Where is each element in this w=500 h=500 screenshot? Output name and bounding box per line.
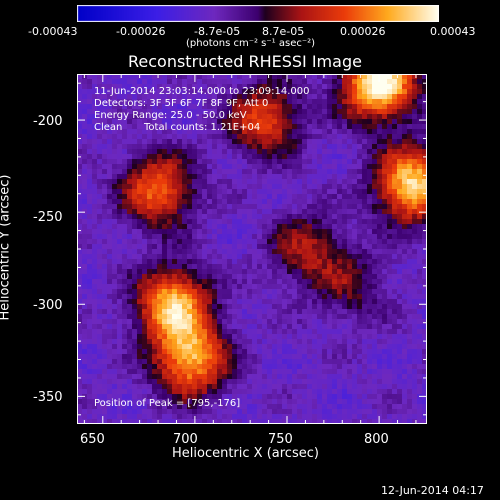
annotation-time-range: 11-Jun-2014 23:03:14.000 to 23:09:14.000 xyxy=(94,86,310,97)
colorbar-units-label: (photons cm⁻² s⁻¹ asec⁻²) xyxy=(186,38,316,49)
colorbar-tick-label: -0.00026 xyxy=(116,25,166,38)
colorbar xyxy=(77,5,439,22)
y-tick-label: -200 xyxy=(33,114,63,129)
colorbar-tick-label: 0.00026 xyxy=(340,25,386,38)
x-tick-label: 800 xyxy=(364,432,389,447)
colorbar-tick-label: -8.7e-05 xyxy=(194,25,241,38)
y-tick-label: -300 xyxy=(33,298,63,313)
y-tick-label: -250 xyxy=(33,210,63,225)
x-axis-label: Heliocentric X (arcsec) xyxy=(172,446,319,461)
y-axis-label: Heliocentric Y (arcsec) xyxy=(0,174,13,321)
annotation-total-counts: Total counts: 1.21E+04 xyxy=(144,122,261,133)
colorbar-tick-label: 8.7e-05 xyxy=(262,25,305,38)
y-tick-label: -350 xyxy=(33,390,63,405)
colorbar-tick-label: -0.00043 xyxy=(28,25,78,38)
timestamp: 12-Jun-2014 04:17 xyxy=(381,484,484,497)
x-tick-label: 750 xyxy=(268,432,293,447)
colorbar-tick-label: 0.00043 xyxy=(430,25,476,38)
x-tick-label: 700 xyxy=(173,432,198,447)
annotation-detectors: Detectors: 3F 5F 6F 7F 8F 9F, Att 0 xyxy=(94,98,269,109)
chart-title: Reconstructed RHESSI Image xyxy=(128,52,362,71)
annotation-clean: Clean xyxy=(94,122,123,133)
annotation-peak: Position of Peak = [795,-176] xyxy=(94,398,241,409)
x-tick-label: 650 xyxy=(80,432,105,447)
annotation-energy: Energy Range: 25.0 - 50.0 keV xyxy=(94,110,247,121)
